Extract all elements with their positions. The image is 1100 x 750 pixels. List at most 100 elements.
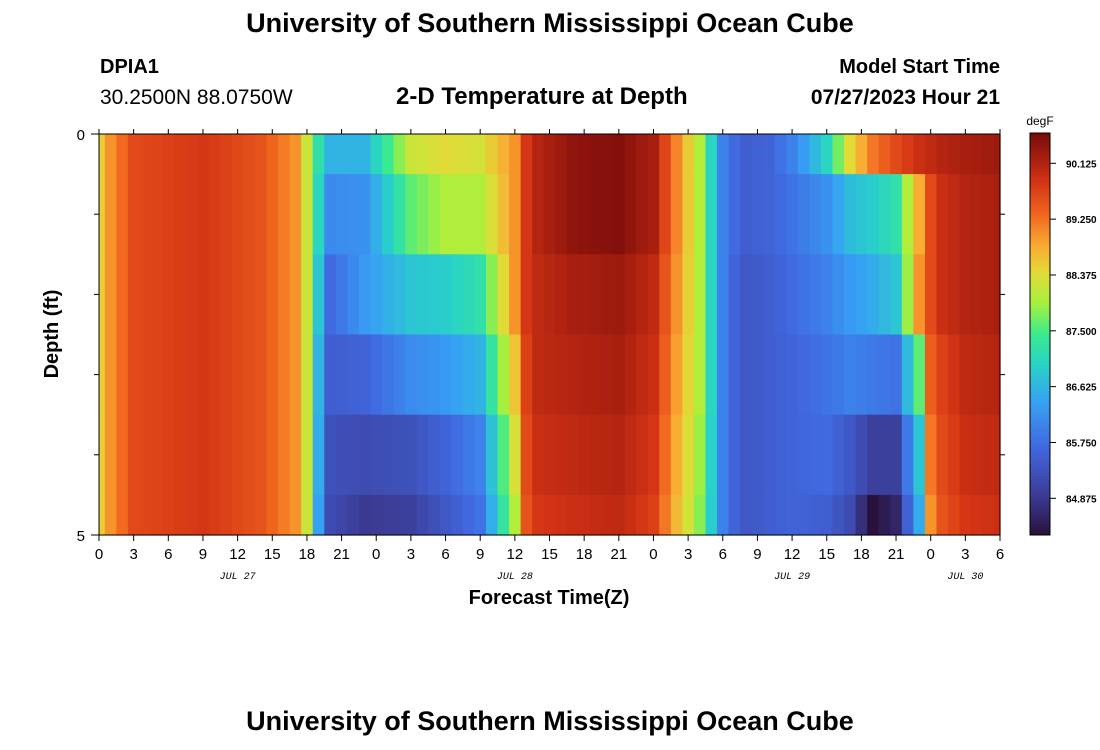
heatmap-cell bbox=[878, 254, 891, 336]
heatmap-cell bbox=[589, 494, 603, 536]
heatmap-cell bbox=[624, 254, 637, 336]
heatmap-cell bbox=[763, 134, 776, 175]
heatmap-cell bbox=[693, 134, 707, 175]
heatmap-cell bbox=[682, 254, 695, 336]
heatmap-cell bbox=[670, 134, 683, 175]
heatmap-cell bbox=[809, 174, 822, 255]
x-tick-label: 6 bbox=[441, 546, 449, 563]
heatmap-cell bbox=[820, 134, 834, 175]
heatmap-cell bbox=[716, 414, 730, 496]
heatmap-cell bbox=[740, 414, 753, 496]
heatmap-cell bbox=[405, 334, 418, 416]
x-axis-label: Forecast Time(Z) bbox=[469, 587, 630, 609]
heatmap-cell bbox=[751, 134, 764, 175]
heatmap-cell bbox=[370, 334, 383, 416]
heatmap-cell bbox=[162, 254, 175, 336]
heatmap-cell bbox=[982, 414, 995, 496]
heatmap-cell bbox=[994, 254, 1001, 336]
heatmap-cell bbox=[370, 414, 383, 496]
heatmap-cell bbox=[924, 414, 938, 496]
heatmap-cell bbox=[994, 134, 1001, 175]
heatmap-cell bbox=[439, 414, 452, 496]
heatmap-cell bbox=[347, 134, 360, 175]
heatmap-cell bbox=[936, 334, 949, 416]
heatmap-cell bbox=[150, 414, 164, 496]
heatmap-cell bbox=[936, 494, 949, 536]
heatmap-cell bbox=[312, 254, 325, 336]
heatmap-cell bbox=[231, 334, 244, 416]
heatmap-cell bbox=[982, 254, 995, 336]
heatmap-cell bbox=[416, 334, 429, 416]
heatmap-cell bbox=[705, 334, 718, 416]
heatmap-cell bbox=[266, 254, 279, 336]
heatmap-cell bbox=[416, 414, 429, 496]
heatmap-cell bbox=[278, 254, 291, 336]
heatmap-cell bbox=[485, 494, 499, 536]
heatmap-cell bbox=[485, 334, 499, 416]
heatmap-cell bbox=[994, 174, 1001, 255]
heatmap-cell bbox=[474, 254, 487, 336]
station-coordinates: 30.2500N 88.0750W bbox=[100, 86, 293, 109]
heatmap-cell bbox=[959, 174, 972, 255]
colorbar-tick-label: 86.625 bbox=[1066, 383, 1097, 394]
footer-title: University of Southern Mississippi Ocean… bbox=[246, 706, 854, 736]
heatmap-cell bbox=[451, 414, 464, 496]
heatmap-cell bbox=[716, 334, 730, 416]
heatmap-cell bbox=[809, 254, 822, 336]
heatmap-cell bbox=[497, 174, 510, 255]
heatmap-cell bbox=[613, 414, 626, 496]
x-tick-label: 0 bbox=[927, 546, 935, 563]
heatmap-cell bbox=[312, 494, 325, 536]
heatmap-cell bbox=[335, 134, 348, 175]
heatmap-cell bbox=[266, 334, 279, 416]
heatmap-cell bbox=[116, 254, 129, 336]
heatmap-cell bbox=[601, 414, 614, 496]
heatmap-cell bbox=[462, 414, 476, 496]
heatmap-cell bbox=[636, 494, 649, 536]
heatmap-cell bbox=[382, 414, 395, 496]
heatmap-cell bbox=[913, 174, 926, 255]
heatmap-cell bbox=[786, 494, 799, 536]
heatmap-cell bbox=[751, 334, 764, 416]
heatmap-cell bbox=[971, 254, 984, 336]
heatmap-cell bbox=[278, 174, 291, 255]
heatmap-cell bbox=[948, 174, 961, 255]
heatmap-cell bbox=[208, 134, 221, 175]
station-id: DPIA1 bbox=[100, 56, 159, 78]
heatmap-cell bbox=[289, 174, 302, 255]
heatmap-cell bbox=[613, 254, 626, 336]
x-tick-label: 0 bbox=[95, 546, 103, 563]
heatmap-cell bbox=[809, 414, 822, 496]
heatmap-cell bbox=[682, 414, 695, 496]
axes: 0 3 6 9 12 15 18 21 0 3 6 9 12 15 18 21 0 3 6 9 12 15 18 21 0 3 6 J… bbox=[77, 127, 1097, 583]
heatmap-cell bbox=[370, 494, 383, 536]
heatmap-cell bbox=[428, 134, 441, 175]
heatmap-cell bbox=[855, 134, 868, 175]
x-tick-label: 18 bbox=[576, 546, 593, 563]
heatmap-cells bbox=[99, 134, 1001, 536]
heatmap-cell bbox=[509, 134, 522, 175]
heatmap-cell bbox=[878, 174, 891, 255]
x-tick-label: 12 bbox=[229, 546, 246, 563]
heatmap-cell bbox=[832, 414, 845, 496]
heatmap-cell bbox=[820, 494, 834, 536]
heatmap-cell bbox=[659, 494, 672, 536]
heatmap-cell bbox=[705, 174, 718, 255]
heatmap-cell bbox=[566, 134, 579, 175]
heatmap-cell bbox=[266, 174, 279, 255]
heatmap-cell bbox=[139, 494, 152, 536]
heatmap-cell bbox=[786, 334, 799, 416]
heatmap-cell bbox=[948, 494, 961, 536]
heatmap-cell bbox=[439, 334, 452, 416]
heatmap-cell bbox=[924, 174, 938, 255]
heatmap-cell bbox=[936, 414, 949, 496]
heatmap-cell bbox=[312, 174, 325, 255]
heatmap-cell bbox=[405, 254, 418, 336]
heatmap-cell bbox=[693, 334, 707, 416]
heatmap-cell bbox=[104, 254, 117, 336]
heatmap-cell bbox=[220, 494, 233, 536]
x-tick-label: 9 bbox=[476, 546, 484, 563]
heatmap-cell bbox=[890, 134, 903, 175]
heatmap-cell bbox=[254, 174, 268, 255]
heatmap-cell bbox=[532, 254, 545, 336]
